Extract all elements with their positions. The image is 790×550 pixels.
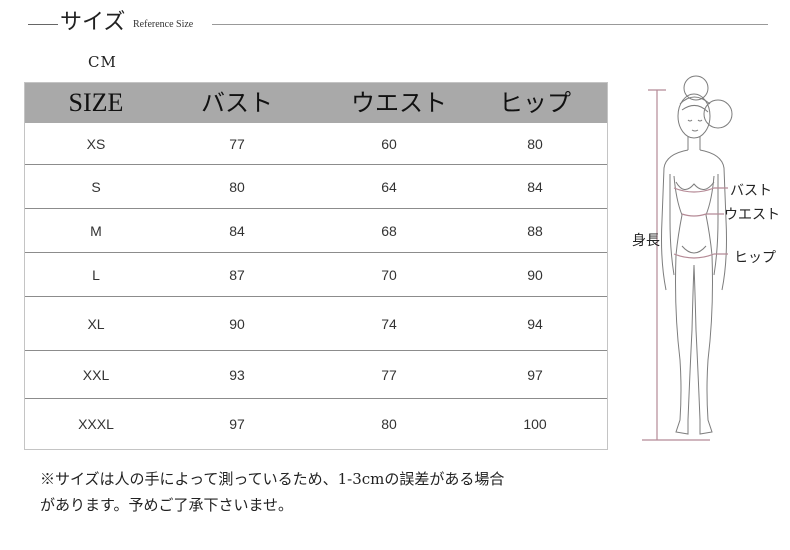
figure-label-bust: バスト: [730, 183, 772, 199]
table-cell-hip: 88: [527, 223, 543, 239]
title-rule-right: [212, 24, 768, 25]
table-cell-bust: 90: [229, 316, 245, 332]
table-cell-size: XXL: [82, 367, 110, 383]
bust-shape: [675, 181, 715, 190]
head-shape: [677, 93, 711, 139]
page-subtitle: Reference Size: [133, 19, 194, 30]
table-cell-hip: 100: [523, 416, 547, 432]
table-cell-hip: 84: [527, 179, 543, 195]
table-cell-waist: 74: [381, 316, 397, 332]
briefs-shape: [681, 245, 707, 254]
hair-bun-side-shape: [703, 99, 733, 129]
table-cell-waist: 70: [381, 267, 397, 283]
right-arm-outer: [699, 149, 727, 291]
figure-label-waist: ウエスト: [724, 207, 780, 223]
table-cell-size: XL: [87, 316, 105, 332]
table-cell-bust: 93: [229, 367, 245, 383]
table-cell-waist: 77: [381, 367, 397, 383]
hair-bun-shape: [683, 75, 709, 101]
figure-label-height: 身長: [632, 233, 660, 249]
column-header-size: SIZE: [68, 88, 124, 117]
page-title: サイズ: [60, 10, 126, 35]
table-cell-bust: 77: [229, 136, 245, 152]
table-cell-hip: 80: [527, 136, 543, 152]
note-line-2: があります。予めご了承下さいませ。: [40, 496, 294, 514]
column-header-waist: ウエスト: [351, 89, 447, 117]
table-cell-size: M: [90, 223, 102, 239]
column-header-hip: ヒップ: [499, 89, 571, 117]
table-cell-waist: 64: [381, 179, 397, 195]
size-table: SIZE バスト ウエスト ヒップ XS 77 60 80 S 80 64 84 M 84 68 88…: [24, 82, 608, 450]
hair-lines: [679, 96, 711, 113]
left-arm-outer: [661, 149, 689, 291]
unit-label: CM: [88, 53, 117, 71]
table-cell-waist: 80: [381, 416, 397, 432]
table-row: S 80 64 84: [25, 165, 607, 209]
right-leg-shape: [693, 254, 713, 435]
table-row: XL 90 74 94: [25, 297, 607, 351]
neck-shape: [687, 136, 701, 150]
column-header-bust: バスト: [201, 89, 273, 117]
body-measurement-figure: [642, 75, 733, 441]
table-header: SIZE バスト ウエスト ヒップ: [25, 83, 607, 123]
figure-label-hip: ヒップ: [734, 250, 776, 266]
table-cell-waist: 68: [381, 223, 397, 239]
height-measure-line: [642, 89, 710, 441]
table-cell-hip: 94: [527, 316, 543, 332]
table-cell-bust: 87: [229, 267, 245, 283]
table-cell-waist: 60: [381, 136, 397, 152]
table-row: XXL 93 77 97: [25, 351, 607, 399]
measurement-note: ※サイズは人の手によって測っているため、1-3cmの誤差がある場合 があります。…: [40, 466, 620, 518]
hip-measure-line: [673, 253, 728, 259]
table-row: XS 77 60 80: [25, 123, 607, 165]
table-row: M 84 68 88: [25, 209, 607, 253]
table-cell-size: XS: [86, 136, 106, 152]
table-row: L 87 70 90: [25, 253, 607, 297]
table-cell-bust: 84: [229, 223, 245, 239]
table-cell-size: XXXL: [78, 416, 114, 432]
table-cell-bust: 97: [229, 416, 245, 432]
table-cell-hip: 97: [527, 367, 543, 383]
title-rule-left: [28, 24, 58, 25]
table-cell-size: L: [92, 267, 100, 283]
note-line-1: ※サイズは人の手によって測っているため、1-3cmの誤差がある場合: [40, 470, 505, 488]
table-row: XXXL 97 80 100: [25, 399, 607, 449]
table-cell-size: S: [91, 179, 101, 195]
face-lines: [687, 119, 703, 132]
arm-inner-lines: [669, 174, 719, 276]
table-cell-bust: 80: [229, 179, 245, 195]
table-cell-hip: 90: [527, 267, 543, 283]
bust-measure-line: [673, 187, 728, 193]
waist-measure-line: [681, 213, 724, 217]
left-leg-shape: [675, 254, 695, 435]
